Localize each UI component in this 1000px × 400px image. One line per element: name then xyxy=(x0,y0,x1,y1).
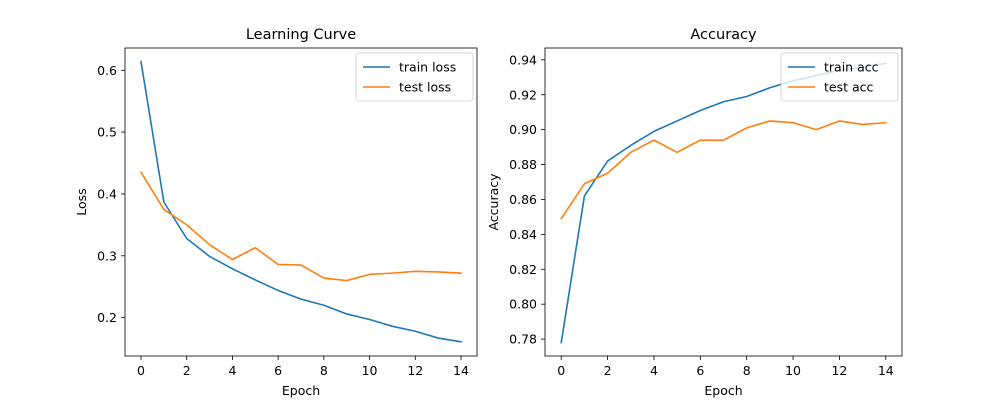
x-tick-label: 8 xyxy=(743,363,751,378)
y-axis-label: Loss xyxy=(74,188,89,215)
x-tick-label: 14 xyxy=(878,363,894,378)
y-tick-label: 0.3 xyxy=(97,248,117,263)
series-line-1 xyxy=(560,120,887,220)
y-axis-label: Accuracy xyxy=(486,173,501,231)
chart-panel-1: Accuracy 0 2 4 6 8 10 12 14 0.78 0.80 0.82 0.84 0.86 0… xyxy=(486,27,903,398)
x-tick-label: 12 xyxy=(831,363,847,378)
y-tick-label: 0.6 xyxy=(97,63,117,78)
x-tick-label: 6 xyxy=(274,363,282,378)
legend-label: test acc xyxy=(824,80,874,95)
x-axis-label: Epoch xyxy=(282,383,320,398)
x-axis-label: Epoch xyxy=(704,383,742,398)
x-tick-label: 0 xyxy=(137,363,145,378)
chart-panel-0: Learning Curve 0 2 4 6 8 10 12 14 0.2 0.3 0.4 0.5 0.6… xyxy=(74,27,478,398)
x-tick-label: 4 xyxy=(650,363,658,378)
x-tick-label: 0 xyxy=(557,363,565,378)
legend-label: train loss xyxy=(399,60,456,75)
plot-frame xyxy=(124,47,478,357)
chart-title: Learning Curve xyxy=(246,27,356,43)
plot-frame xyxy=(544,47,903,357)
y-tick-label: 0.90 xyxy=(509,122,537,137)
chart-title: Accuracy xyxy=(690,27,757,43)
x-tick-label: 2 xyxy=(183,363,191,378)
series-line-0 xyxy=(140,60,462,343)
series-line-0 xyxy=(560,62,887,344)
y-tick-label: 0.4 xyxy=(97,186,117,201)
y-tick-label: 0.2 xyxy=(97,310,117,325)
x-tick-label: 8 xyxy=(320,363,328,378)
x-tick-label: 2 xyxy=(604,363,612,378)
legend-box xyxy=(355,52,474,102)
legend-box xyxy=(780,52,899,102)
y-tick-label: 0.5 xyxy=(97,125,117,140)
y-tick-label: 0.80 xyxy=(509,297,537,312)
x-tick-label: 12 xyxy=(407,363,423,378)
y-tick-label: 0.82 xyxy=(509,262,537,277)
x-tick-label: 10 xyxy=(362,363,378,378)
legend-label: test loss xyxy=(399,80,451,95)
y-tick-label: 0.94 xyxy=(509,52,537,67)
x-tick-label: 10 xyxy=(785,363,801,378)
series-line-1 xyxy=(139,171,462,282)
y-tick-label: 0.78 xyxy=(509,332,537,347)
y-tick-label: 0.88 xyxy=(509,157,537,172)
y-tick-label: 0.86 xyxy=(509,192,537,207)
y-tick-label: 0.84 xyxy=(509,227,537,242)
x-tick-label: 6 xyxy=(696,363,704,378)
legend-label: train acc xyxy=(824,60,879,75)
x-tick-label: 4 xyxy=(228,363,236,378)
y-tick-label: 0.92 xyxy=(509,87,537,102)
x-tick-label: 14 xyxy=(453,363,469,378)
